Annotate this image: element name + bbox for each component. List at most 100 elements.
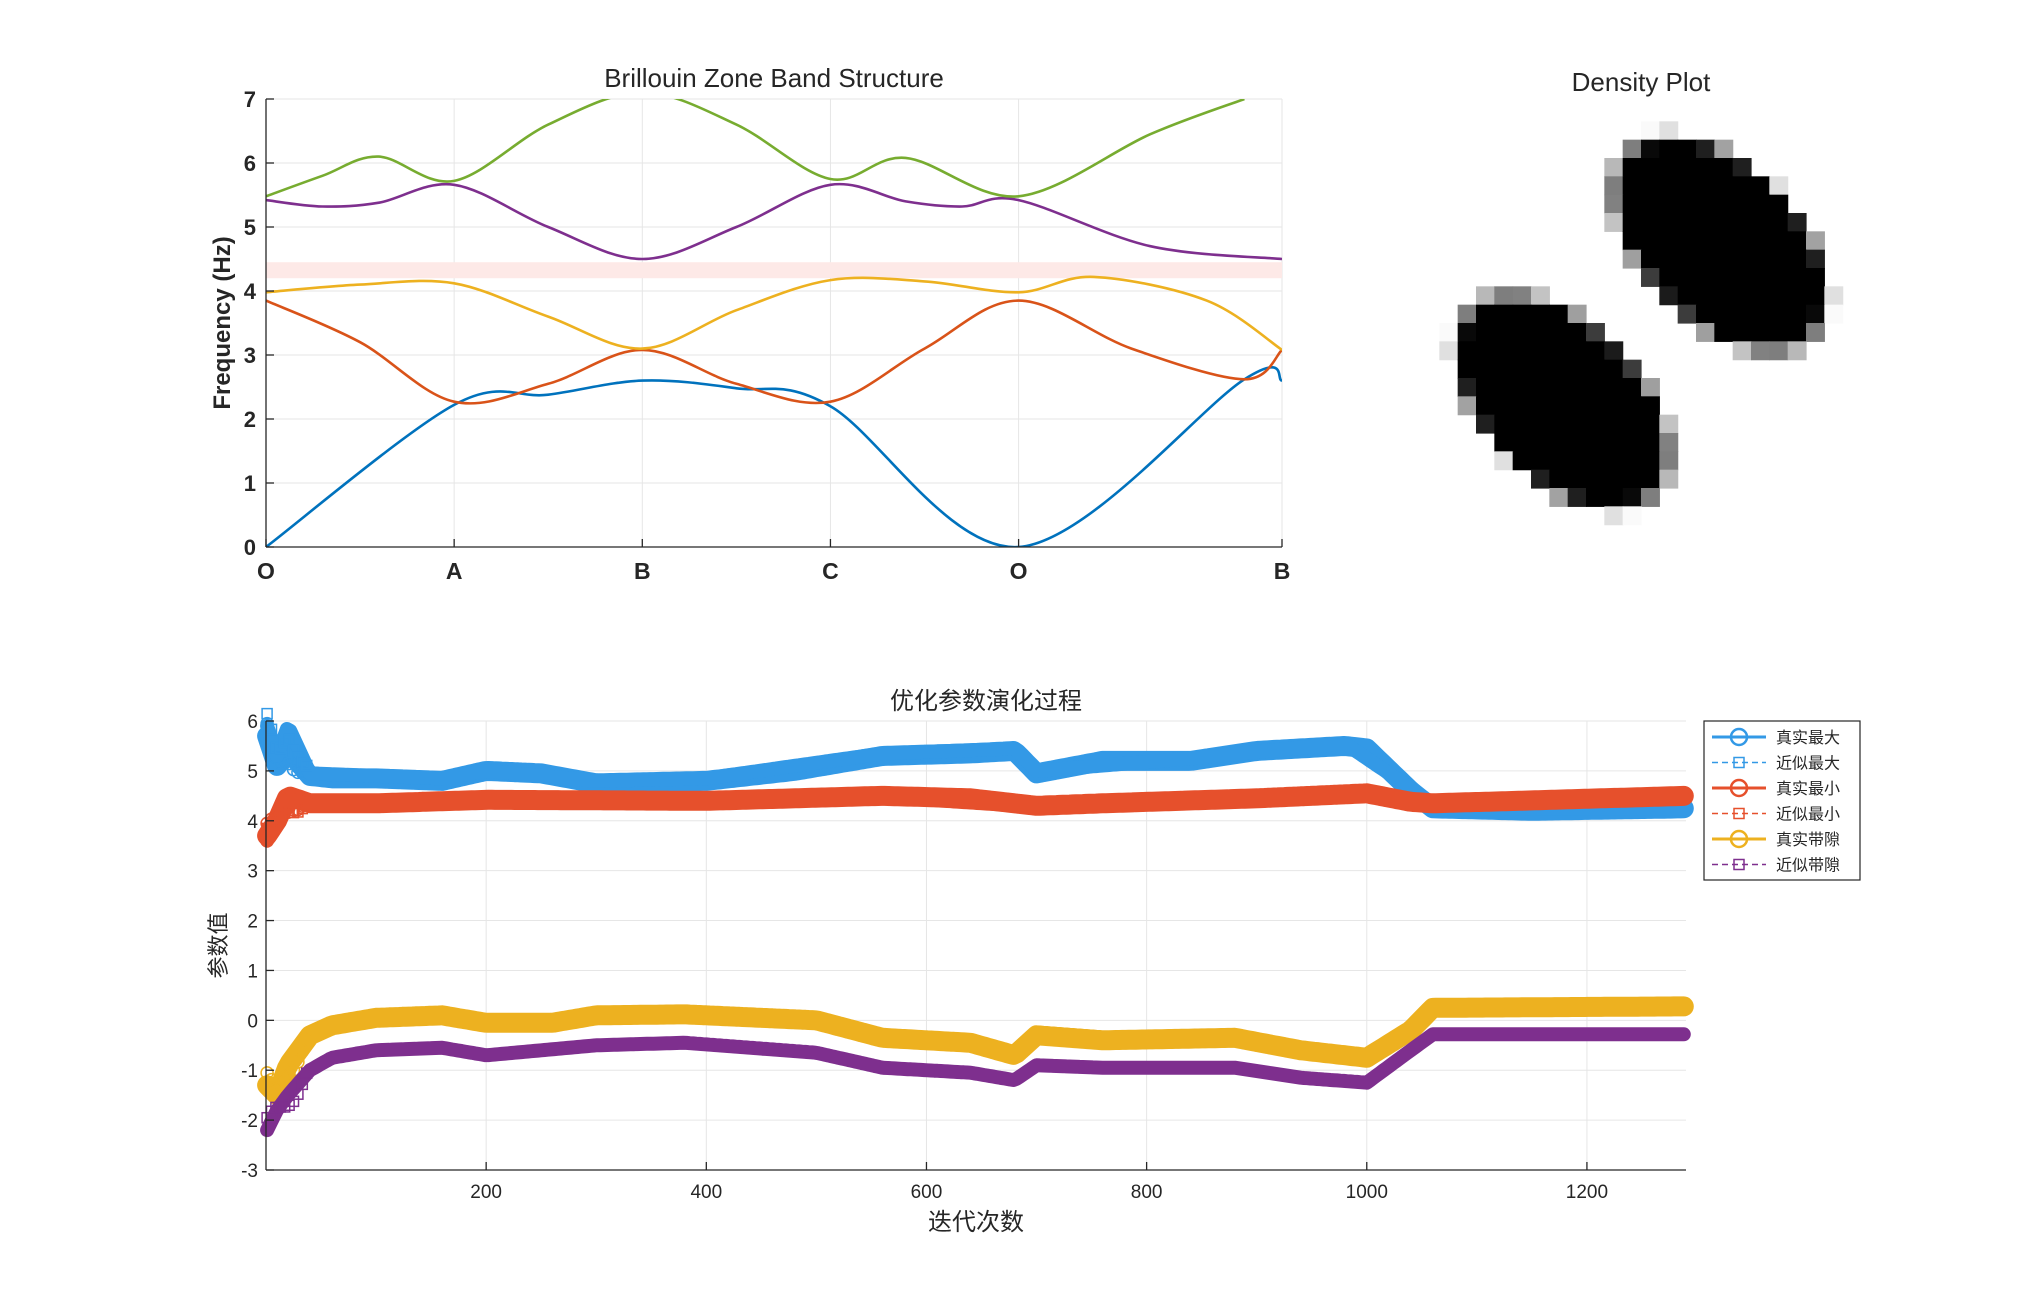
density-cell — [1457, 396, 1477, 416]
band-y-tick-label: 7 — [244, 87, 256, 112]
legend-label: 真实最大 — [1776, 728, 1840, 747]
density-cell — [1769, 176, 1789, 196]
density-cell — [1549, 433, 1569, 452]
density-cell — [1567, 414, 1587, 434]
density-cell — [1567, 451, 1587, 471]
density-cell — [1476, 286, 1495, 306]
optimization-grid — [266, 720, 1686, 1171]
density-cell — [1787, 249, 1807, 269]
density-cell — [1622, 249, 1642, 269]
band-y-tick-labels: 0 1 2 3 4 5 6 7 — [244, 87, 257, 560]
optimization-axis-frame — [265, 720, 1686, 1171]
band-y-tick-label: 0 — [244, 535, 256, 560]
opt-series-ribbon — [260, 788, 1691, 848]
density-cell — [1586, 469, 1605, 489]
density-cell — [1604, 213, 1624, 232]
density-cell — [1622, 396, 1642, 416]
opt-x-tick-label: 400 — [690, 1182, 722, 1203]
density-cell — [1531, 359, 1550, 379]
density-cell — [1531, 323, 1550, 342]
legend-marker-square — [1733, 756, 1745, 769]
density-cell — [1641, 176, 1660, 196]
density-cell — [1476, 378, 1495, 397]
density-cell — [1806, 286, 1825, 306]
density-cell — [1531, 304, 1550, 324]
density-cell — [1567, 378, 1587, 397]
opt-marker-circle — [282, 1068, 296, 1082]
density-cell — [1787, 323, 1807, 342]
density-cell — [1732, 249, 1752, 269]
density-cell — [1531, 469, 1550, 489]
opt-marker-circle — [299, 1032, 314, 1046]
density-cell — [1531, 378, 1550, 397]
opt-series-6 — [260, 1027, 1691, 1138]
opt-y-tick-label: 0 — [247, 1011, 258, 1032]
density-cell — [1604, 194, 1624, 214]
density-cell — [1696, 268, 1715, 287]
density-cell — [1531, 396, 1550, 416]
density-cell — [1512, 433, 1532, 452]
density-cell — [1512, 286, 1532, 306]
density-cell — [1806, 268, 1825, 287]
density-cell — [1641, 158, 1660, 177]
density-cell — [1494, 323, 1514, 342]
density-cell — [1531, 414, 1550, 434]
band-series-3 — [266, 275, 1282, 351]
opt-y-tick-label: -2 — [241, 1111, 258, 1132]
band-y-tick-label: 4 — [244, 279, 257, 304]
density-cell — [1751, 249, 1770, 269]
band-grid — [265, 98, 1283, 548]
density-cell — [1622, 506, 1642, 526]
density-cell — [1476, 396, 1495, 416]
density-cell — [1769, 341, 1789, 361]
opt-marker-square — [300, 798, 313, 810]
band-series-1 — [266, 366, 1282, 547]
opt-x-tick-label: 1200 — [1566, 1182, 1608, 1203]
band-x-tick-label: B — [634, 558, 651, 584]
density-cell — [1494, 396, 1514, 416]
density-cell — [1787, 268, 1807, 287]
density-cell — [1512, 323, 1532, 342]
density-cell — [1641, 249, 1660, 269]
density-cell — [1732, 194, 1752, 214]
opt-marker-circle — [286, 1063, 301, 1077]
density-cell — [1732, 304, 1752, 324]
density-cell — [1696, 304, 1715, 324]
density-cell — [1476, 323, 1495, 342]
density-cell — [1494, 304, 1514, 324]
density-cell — [1512, 304, 1532, 324]
legend-marker-square — [1733, 807, 1745, 820]
density-cell — [1531, 286, 1550, 306]
opt-marker-circle — [295, 1044, 310, 1058]
density-cell — [1457, 323, 1477, 342]
density-cell — [1696, 286, 1715, 306]
density-cell — [1512, 396, 1532, 416]
density-cell — [1732, 176, 1752, 196]
opt-y-tick-label: 3 — [247, 862, 258, 883]
density-cell — [1494, 414, 1514, 434]
density-cell — [1659, 158, 1679, 177]
density-cell — [1604, 359, 1624, 379]
density-cell — [1494, 341, 1514, 361]
density-cell — [1751, 341, 1770, 361]
density-cell — [1787, 341, 1807, 361]
opt-x-tick-label: 1000 — [1346, 1182, 1388, 1203]
density-cell — [1696, 194, 1715, 214]
density-cell — [1549, 414, 1569, 434]
band-y-tick-label: 1 — [244, 471, 256, 496]
band-y-tick-label: 5 — [244, 215, 256, 240]
density-cell — [1494, 378, 1514, 397]
density-cell — [1677, 139, 1697, 159]
density-cell — [1732, 286, 1752, 306]
density-cell — [1714, 304, 1734, 324]
density-cell — [1604, 433, 1624, 452]
density-cell — [1604, 341, 1624, 361]
legend-marker-square — [1733, 858, 1745, 871]
optimization-y-axis-label: 参数值 — [207, 912, 232, 978]
density-cell — [1659, 433, 1679, 452]
density-cell — [1476, 304, 1495, 324]
optimization-y-tick-labels: -3 -2 -1 0 1 2 3 4 5 6 — [241, 712, 258, 1182]
band-x-tick-label: O — [257, 558, 275, 584]
density-cell — [1659, 268, 1679, 287]
legend-marker-circle — [1729, 727, 1749, 747]
